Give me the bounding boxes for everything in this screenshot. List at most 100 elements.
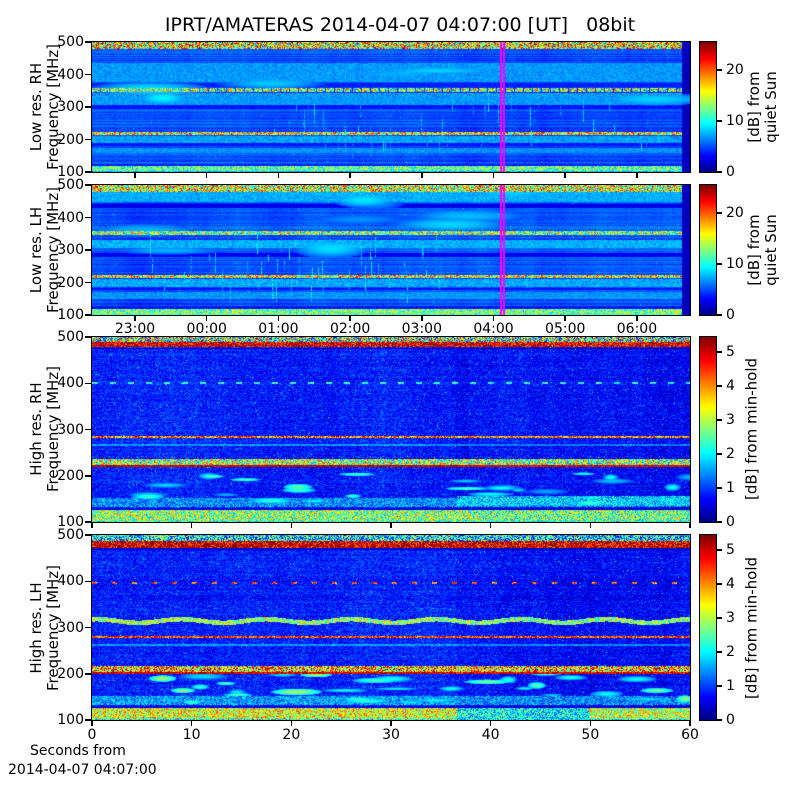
y-tick-label: 200	[57, 274, 84, 291]
y-tick-label: 500	[57, 527, 84, 543]
x-tick-mark	[689, 523, 691, 528]
spectrogram-low-res-lh	[92, 185, 690, 315]
colorbar-tick-label: 3	[726, 411, 735, 428]
y-tick-label: 300	[57, 421, 84, 438]
time-tick-label: 02:00	[329, 321, 371, 337]
colorbar-label-1: [dB] from quiet Sun	[745, 71, 780, 143]
y-tick-mark	[85, 534, 91, 536]
y-tick-label: 200	[57, 467, 84, 484]
panel-frame-high-res-lh	[91, 534, 691, 721]
y-tick-mark	[85, 184, 91, 186]
y-tick-mark	[85, 41, 91, 43]
x-tick-mark	[564, 173, 566, 178]
colorbar-low-res-lh	[700, 185, 716, 315]
colorbar-label-line: [dB] from	[745, 71, 763, 143]
panel-frame-low-res-rh	[91, 41, 691, 173]
y-tick-label: 200	[57, 131, 84, 148]
figure-title: IPRT/AMATERAS 2014-04-07 04:07:00 [UT] 0…	[164, 14, 636, 36]
x-tick-mark	[290, 523, 293, 528]
y-tick-label: 500	[57, 34, 84, 50]
colorbar-label-line: quiet Sun	[762, 71, 780, 143]
colorbar-frame-4	[699, 534, 717, 721]
colorbar-tick-label: 4	[726, 575, 735, 592]
y-tick-mark	[85, 336, 91, 338]
colorbar-tick-mark	[717, 583, 722, 585]
colorbar-tick-mark	[717, 453, 722, 455]
y-tick-mark	[85, 138, 91, 141]
colorbar-tick-mark	[717, 549, 722, 551]
y-tick-mark	[85, 106, 91, 108]
y-tick-label: 500	[57, 329, 84, 345]
colorbar-tick-label: 2	[726, 643, 735, 660]
x-tick-mark	[636, 316, 638, 321]
y-tick-mark	[85, 171, 91, 173]
colorbar-tick-mark	[717, 120, 722, 122]
panel-frame-high-res-rh	[91, 336, 691, 523]
y-tick-mark	[85, 281, 91, 284]
y-tick-label: 200	[57, 665, 84, 682]
x-tick-mark	[421, 316, 423, 321]
colorbar-high-res-rh	[700, 337, 716, 522]
seconds-tick-label: 60	[681, 727, 699, 743]
y-tick-label: 400	[57, 573, 84, 590]
y-tick-mark	[85, 673, 91, 675]
x-tick-mark	[492, 173, 495, 178]
colorbar-tick-label: 2	[726, 445, 735, 462]
y-tick-label: 400	[57, 375, 84, 392]
time-tick-label: 05:00	[545, 321, 586, 337]
seconds-tick-label: 20	[282, 727, 301, 743]
spectrogram-high-res-lh	[92, 535, 690, 720]
spectrogram-high-res-rh	[92, 337, 690, 522]
y-tick-mark	[85, 428, 91, 431]
x-tick-mark	[277, 316, 280, 321]
y-tick-label: 400	[57, 66, 84, 83]
colorbar-tick-mark	[717, 263, 722, 265]
colorbar-tick-label: 4	[726, 377, 735, 394]
colorbar-tick-mark	[717, 617, 722, 619]
colorbar-tick-mark	[717, 69, 722, 71]
y-tick-mark	[85, 249, 91, 251]
colorbar-tick-label: 3	[726, 609, 735, 626]
time-tick-label: 06:00	[616, 321, 658, 337]
y-tick-mark	[85, 314, 91, 316]
y-tick-label: 300	[57, 99, 84, 115]
x-tick-mark	[134, 173, 136, 178]
time-tick-label: 23:00	[114, 321, 156, 337]
y-tick-mark	[85, 719, 91, 721]
x-tick-mark	[489, 523, 492, 528]
y-tick-mark	[85, 580, 91, 582]
colorbar-tick-label: 20	[726, 62, 744, 79]
panel-frame-low-res-lh	[91, 184, 691, 316]
colorbar-tick-mark	[717, 685, 722, 687]
y-tick-mark	[85, 73, 91, 76]
colorbar-tick-label: 10	[726, 256, 744, 273]
seconds-tick-label: 0	[87, 727, 97, 743]
x-tick-mark	[390, 523, 392, 528]
spectrogram-low-res-rh	[92, 42, 690, 172]
y-tick-mark	[85, 626, 91, 629]
footer-caption: Seconds from 2014-04-07 04:07:00	[8, 742, 157, 780]
colorbar-high-res-lh	[700, 535, 716, 720]
colorbar-frame-2	[699, 184, 717, 316]
y-tick-mark	[85, 475, 91, 477]
y-tick-label: 100	[57, 712, 84, 728]
x-tick-mark	[689, 721, 691, 726]
footer-line-2: 2014-04-07 04:07:00	[8, 762, 157, 778]
colorbar-tick-label: 0	[726, 307, 735, 323]
time-tick-label: 01:00	[258, 321, 299, 337]
y-tick-label: 500	[57, 177, 84, 193]
x-tick-mark	[91, 721, 93, 726]
x-tick-mark	[190, 523, 193, 528]
colorbar-tick-mark	[717, 171, 722, 173]
colorbar-tick-label: 1	[726, 479, 735, 496]
x-tick-mark	[489, 721, 492, 726]
colorbar-label-line: [dB] from	[745, 214, 763, 286]
colorbar-tick-label: 0	[726, 164, 735, 180]
colorbar-frame-3	[699, 336, 717, 523]
x-tick-mark	[390, 721, 392, 726]
colorbar-tick-mark	[717, 314, 722, 316]
colorbar-tick-mark	[717, 719, 722, 721]
colorbar-tick-mark	[717, 385, 722, 387]
colorbar-tick-label: 5	[726, 343, 735, 360]
x-tick-mark	[421, 173, 423, 178]
